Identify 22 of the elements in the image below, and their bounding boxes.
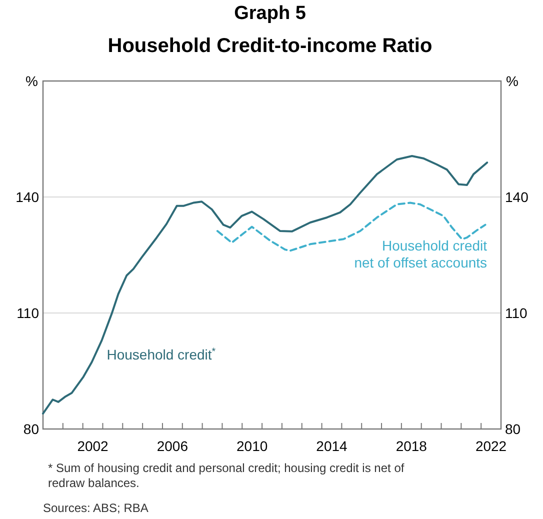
line-series xyxy=(42,155,488,415)
y-axis-title: % xyxy=(26,73,38,89)
y2-axis-title: % xyxy=(506,73,518,89)
x-tick-label: 2022 xyxy=(475,438,507,454)
chart-title: Graph 5 xyxy=(234,3,306,24)
y-tick-label: 110 xyxy=(16,305,40,321)
x-tick-label: 2014 xyxy=(316,438,348,454)
source-note: Sources: ABS; RBA xyxy=(43,501,148,515)
chart-subtitle: Household Credit-to-income Ratio xyxy=(108,35,432,57)
y2-tick-label: 80 xyxy=(505,421,521,437)
y-tick-label: 80 xyxy=(23,421,40,437)
x-tick-label: 2006 xyxy=(156,438,188,454)
series-label: Household credit net of offset accounts xyxy=(354,237,488,270)
series-label: Household credit$^{*}$ xyxy=(106,346,216,362)
y-tick-label: 140 xyxy=(16,189,40,205)
y2-tick-label: 140 xyxy=(505,189,529,205)
x-tick-label: 2010 xyxy=(236,438,268,454)
text: * Sum of housing credit and personal credit; housing credit is net of redraw balances. xyxy=(48,461,405,490)
line-series xyxy=(216,202,486,252)
y2-tick-label: 110 xyxy=(505,305,528,321)
x-tick-label: 2018 xyxy=(396,438,428,454)
x-tick-label: 2002 xyxy=(77,438,109,454)
